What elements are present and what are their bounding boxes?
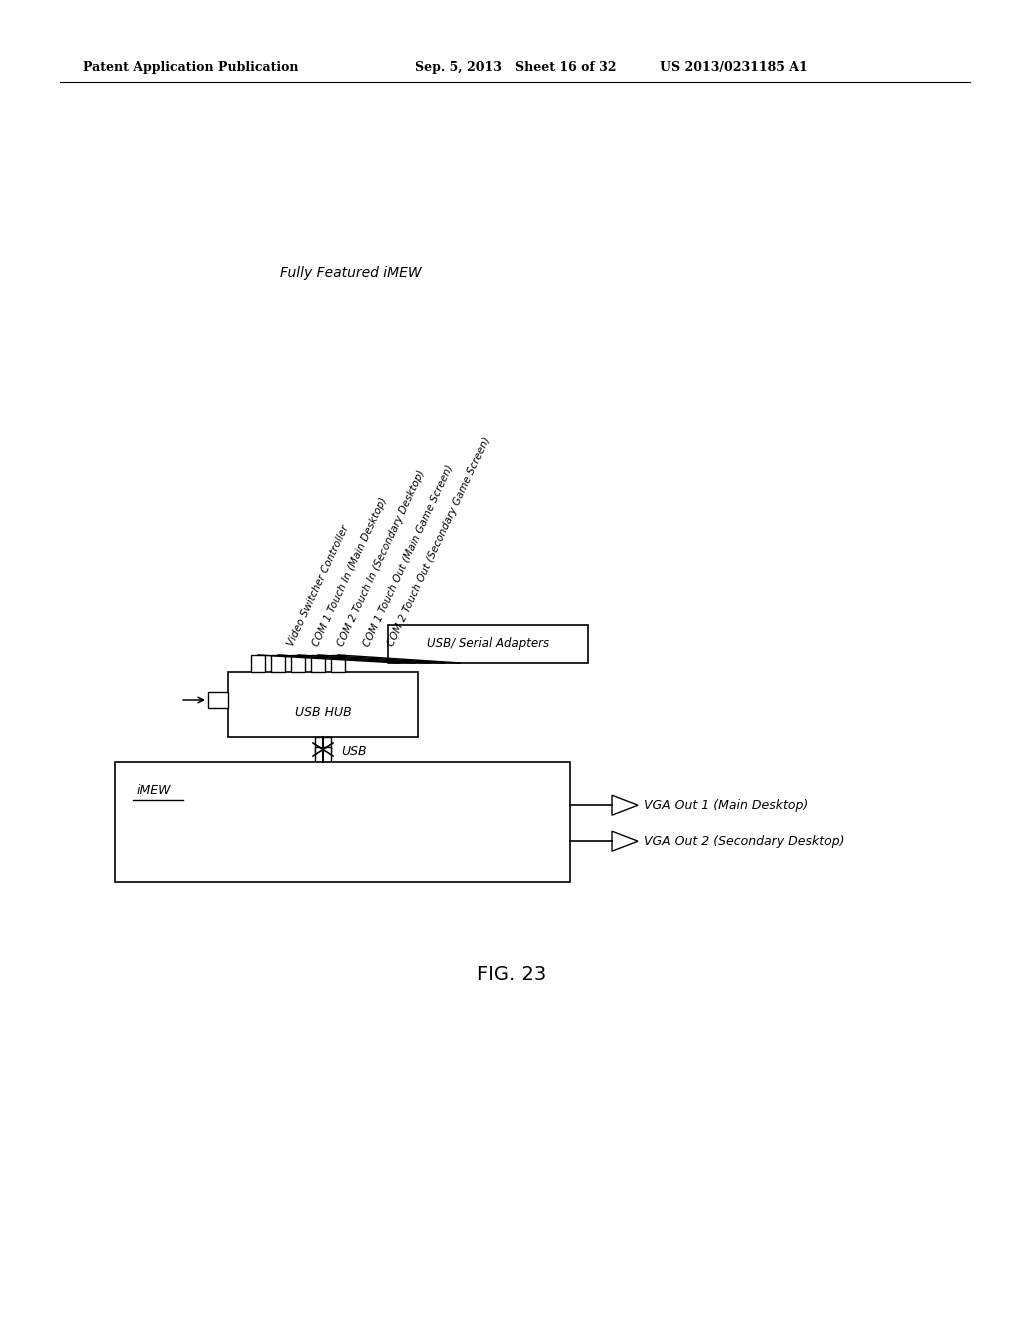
Bar: [315, 747, 331, 762]
Text: iMEW: iMEW: [137, 784, 171, 797]
Text: COM 1 Touch Out (Main Game Screen): COM 1 Touch Out (Main Game Screen): [360, 463, 455, 648]
Text: Video Switcher Controller: Video Switcher Controller: [286, 524, 351, 648]
Text: VGA Out 1 (Main Desktop): VGA Out 1 (Main Desktop): [644, 799, 808, 812]
Text: COM 2 Touch Out (Secondary Game Screen): COM 2 Touch Out (Secondary Game Screen): [386, 436, 493, 648]
Text: USB: USB: [341, 744, 367, 758]
Bar: [251, 655, 265, 672]
Polygon shape: [612, 795, 638, 816]
Text: COM 2 Touch In (Secondary Desktop): COM 2 Touch In (Secondary Desktop): [336, 469, 427, 648]
Text: US 2013/0231185 A1: US 2013/0231185 A1: [660, 62, 808, 74]
Bar: [228, 672, 418, 737]
Bar: [315, 737, 331, 752]
Bar: [388, 624, 588, 663]
Bar: [331, 655, 345, 672]
Text: Patent Application Publication: Patent Application Publication: [83, 62, 299, 74]
Bar: [291, 655, 305, 672]
Text: FIG. 23: FIG. 23: [477, 965, 547, 985]
Polygon shape: [612, 832, 638, 851]
Text: USB HUB: USB HUB: [295, 706, 351, 719]
Bar: [311, 655, 325, 672]
Text: Sep. 5, 2013   Sheet 16 of 32: Sep. 5, 2013 Sheet 16 of 32: [415, 62, 616, 74]
Bar: [115, 762, 570, 882]
Text: COM 1 Touch In (Main Desktop): COM 1 Touch In (Main Desktop): [311, 496, 389, 648]
Bar: [271, 655, 285, 672]
Text: VGA Out 2 (Secondary Desktop): VGA Out 2 (Secondary Desktop): [644, 834, 845, 847]
Text: Fully Featured iMEW: Fully Featured iMEW: [280, 267, 422, 280]
Text: USB/ Serial Adapters: USB/ Serial Adapters: [427, 638, 549, 651]
Bar: [208, 692, 228, 708]
